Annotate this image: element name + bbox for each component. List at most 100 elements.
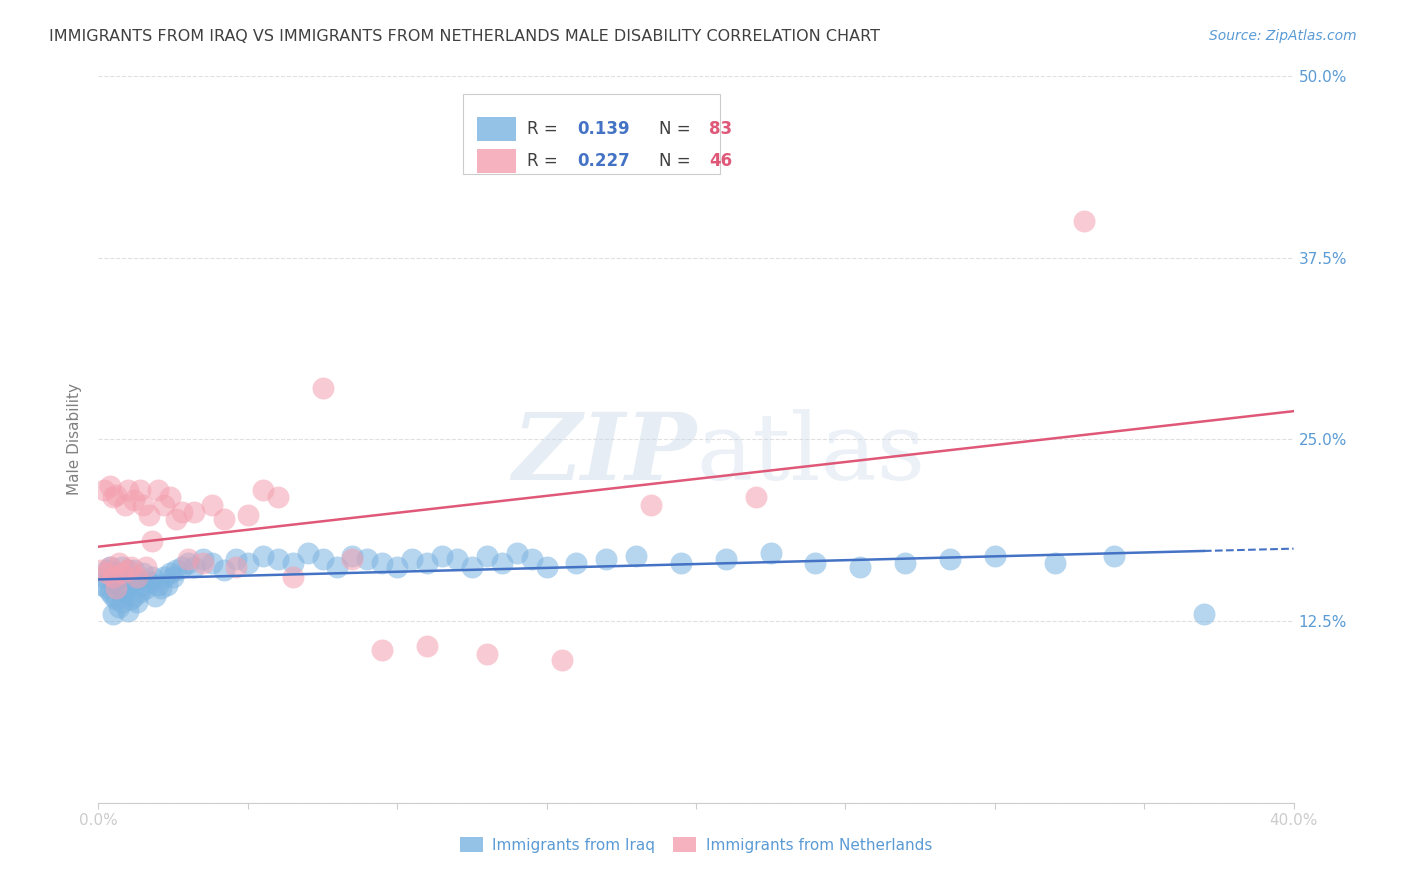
- Point: [342, 551, 364, 566]
- Point: [416, 639, 439, 653]
- Point: [165, 563, 187, 577]
- Text: 0.139: 0.139: [578, 120, 630, 138]
- Point: [172, 560, 194, 574]
- Point: [150, 581, 173, 595]
- Point: [105, 487, 128, 501]
- Point: [252, 549, 274, 563]
- Legend: Immigrants from Iraq, Immigrants from Netherlands: Immigrants from Iraq, Immigrants from Ne…: [453, 830, 939, 861]
- Point: [153, 570, 176, 584]
- Point: [98, 560, 122, 574]
- Point: [129, 483, 152, 498]
- Point: [93, 570, 115, 584]
- Point: [416, 556, 439, 570]
- Point: [111, 566, 134, 580]
- Point: [159, 566, 181, 580]
- Point: [446, 551, 468, 566]
- Point: [156, 578, 179, 592]
- Point: [281, 556, 304, 570]
- Point: [939, 551, 962, 566]
- Point: [135, 560, 157, 574]
- Text: R =: R =: [527, 120, 564, 138]
- Point: [252, 483, 274, 498]
- Point: [520, 551, 543, 566]
- Point: [117, 483, 139, 498]
- Point: [138, 574, 160, 589]
- Point: [177, 556, 200, 570]
- Point: [98, 585, 122, 599]
- Text: ZIP: ZIP: [512, 409, 696, 499]
- Point: [96, 566, 118, 580]
- Point: [371, 643, 394, 657]
- Point: [127, 574, 149, 588]
- Point: [595, 551, 617, 566]
- Point: [138, 508, 160, 522]
- Text: N =: N =: [659, 120, 696, 138]
- Text: Source: ZipAtlas.com: Source: ZipAtlas.com: [1209, 29, 1357, 43]
- Point: [148, 578, 170, 592]
- Point: [117, 563, 139, 577]
- Point: [267, 551, 290, 566]
- Point: [135, 581, 157, 595]
- Point: [225, 560, 247, 574]
- Point: [371, 556, 394, 570]
- Point: [159, 491, 181, 505]
- Point: [475, 549, 498, 563]
- Point: [114, 570, 136, 584]
- Point: [90, 578, 112, 592]
- Point: [491, 556, 513, 570]
- Point: [111, 595, 134, 609]
- Point: [212, 512, 235, 526]
- Point: [103, 590, 125, 604]
- Point: [120, 570, 142, 584]
- Point: [201, 498, 224, 512]
- Point: [141, 534, 163, 549]
- Point: [124, 563, 146, 577]
- Point: [124, 590, 146, 604]
- Point: [191, 551, 214, 566]
- Point: [105, 566, 128, 580]
- Point: [132, 498, 155, 512]
- FancyBboxPatch shape: [463, 94, 720, 174]
- Point: [191, 556, 214, 570]
- Point: [108, 599, 131, 614]
- Point: [461, 560, 484, 574]
- Text: 0.227: 0.227: [578, 152, 630, 169]
- Point: [98, 560, 122, 574]
- Y-axis label: Male Disability: Male Disability: [67, 384, 83, 495]
- Point: [108, 578, 131, 592]
- Point: [475, 648, 498, 662]
- Point: [120, 592, 142, 607]
- Point: [183, 560, 205, 574]
- Point: [342, 549, 364, 563]
- Point: [111, 560, 134, 574]
- Point: [984, 549, 1007, 563]
- Point: [745, 491, 768, 505]
- Point: [536, 560, 558, 574]
- Point: [132, 578, 155, 592]
- Point: [201, 556, 224, 570]
- Point: [297, 546, 319, 560]
- Bar: [477, 149, 516, 172]
- Point: [114, 585, 136, 599]
- Point: [114, 498, 136, 512]
- Text: R =: R =: [527, 152, 564, 169]
- Point: [759, 546, 782, 560]
- Point: [111, 581, 134, 595]
- Point: [1073, 214, 1095, 228]
- Point: [401, 551, 423, 566]
- Text: N =: N =: [659, 152, 696, 169]
- Point: [143, 590, 166, 604]
- Point: [1043, 556, 1066, 570]
- Point: [148, 483, 170, 498]
- Point: [385, 560, 409, 574]
- Point: [212, 563, 235, 577]
- Point: [127, 570, 149, 584]
- Point: [98, 479, 122, 493]
- Point: [103, 574, 125, 589]
- Point: [127, 595, 149, 609]
- Point: [124, 493, 146, 508]
- Point: [225, 551, 247, 566]
- Point: [120, 560, 142, 574]
- Point: [105, 592, 128, 607]
- Point: [236, 508, 259, 522]
